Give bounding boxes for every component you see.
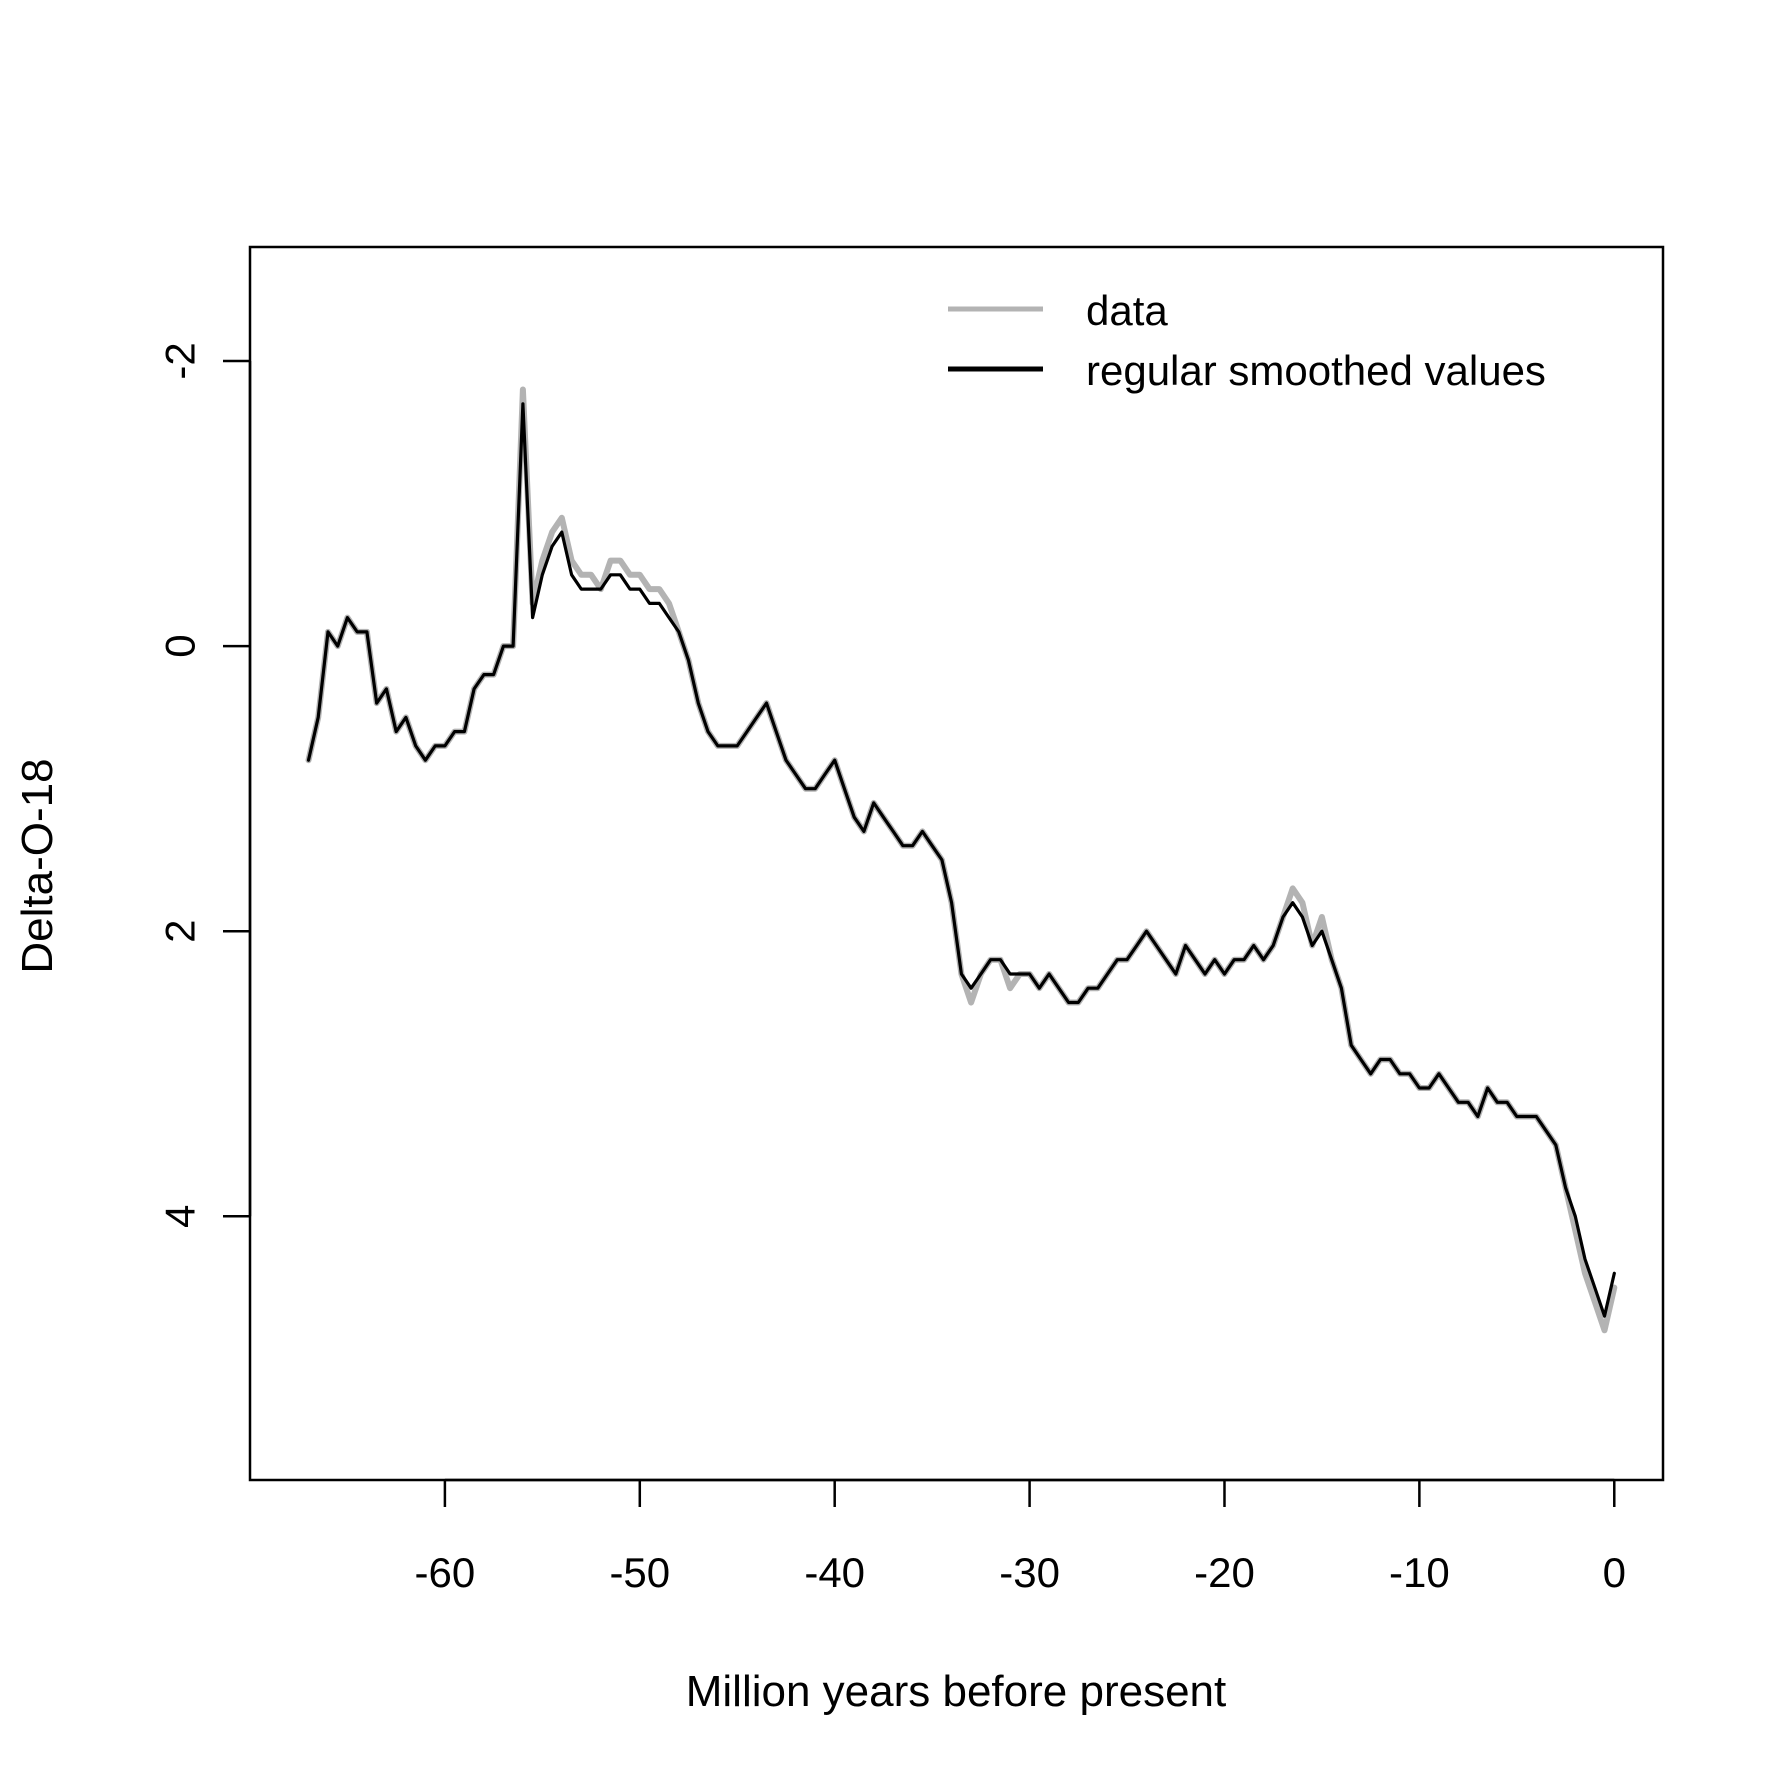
x-tick-label: -40 xyxy=(804,1549,865,1596)
x-tick-label: -60 xyxy=(415,1549,476,1596)
x-axis: -60 -50 -40 -30 -20 -10 0 xyxy=(415,1478,1626,1596)
legend-label-data: data xyxy=(1086,287,1168,334)
series-layer xyxy=(305,386,1618,1334)
y-tick-label: 0 xyxy=(157,634,204,657)
x-axis-title: Million years before present xyxy=(686,1667,1226,1716)
y-tick-label: -2 xyxy=(157,342,204,379)
series-line-smoothed xyxy=(306,402,1616,1318)
x-tick-label: -50 xyxy=(609,1549,670,1596)
x-tick-label: -10 xyxy=(1389,1549,1450,1596)
y-axis-title: Delta-O-18 xyxy=(13,758,62,973)
y-axis: -2 0 2 4 xyxy=(157,342,252,1228)
x-tick-label: -20 xyxy=(1194,1549,1255,1596)
x-tick-label: 0 xyxy=(1603,1549,1626,1596)
legend-label-smoothed: regular smoothed values xyxy=(1086,347,1546,394)
legend: data regular smoothed values xyxy=(948,287,1546,394)
x-tick-label: -30 xyxy=(999,1549,1060,1596)
y-tick-label: 2 xyxy=(157,920,204,943)
y-tick-label: 4 xyxy=(157,1205,204,1228)
